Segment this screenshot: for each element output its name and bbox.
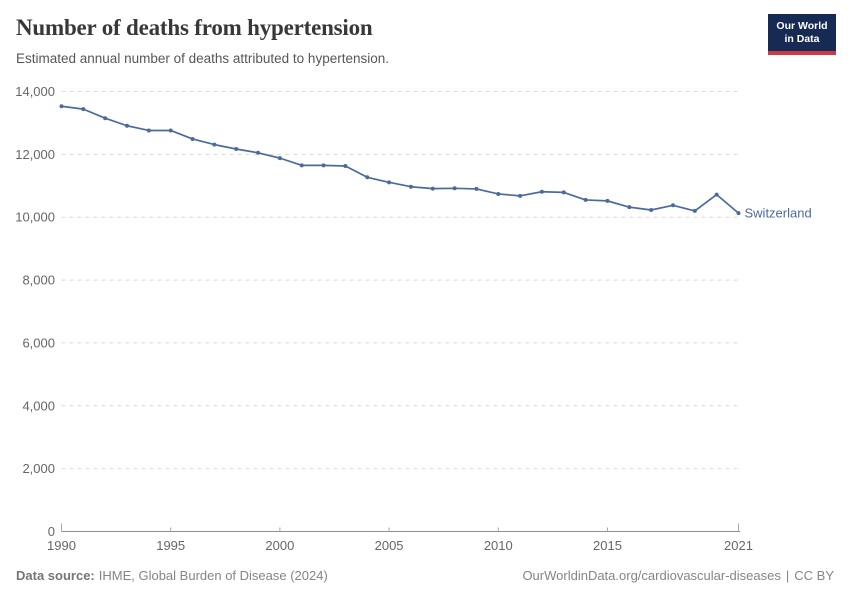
data-point: [387, 180, 392, 185]
data-point: [561, 190, 566, 195]
data-point: [736, 211, 741, 216]
data-point: [125, 123, 130, 128]
data-point: [518, 193, 523, 198]
x-axis-tick-label: 2021: [724, 538, 753, 553]
x-axis-tick-label: 2015: [593, 538, 622, 553]
x-axis-tick-label: 2005: [375, 538, 404, 553]
data-point: [168, 128, 173, 133]
data-point: [496, 191, 501, 196]
logo-line2: in Data: [784, 33, 820, 45]
chart-subtitle: Estimated annual number of deaths attrib…: [16, 51, 389, 66]
data-point: [146, 128, 151, 133]
data-point: [474, 186, 479, 191]
data-point: [605, 198, 610, 203]
line-series: [60, 105, 740, 214]
data-point: [59, 104, 64, 109]
data-point: [649, 207, 654, 212]
y-axis-tick-label: 4,000: [22, 398, 55, 413]
data-point: [256, 150, 261, 155]
footer-links: OurWorldinData.org/cardiovascular-diseas…: [522, 568, 834, 583]
y-axis-tick-label: 0: [48, 524, 55, 539]
series-end-label: Switzerland: [745, 206, 812, 221]
footer-source: Data source: IHME, Global Burden of Disea…: [16, 568, 328, 583]
data-point: [430, 186, 435, 191]
y-axis-tick-label: 12,000: [15, 147, 55, 162]
data-point: [234, 147, 239, 152]
data-point: [408, 184, 413, 189]
logo-line1: Our World: [776, 20, 828, 32]
data-point: [365, 175, 370, 180]
data-point: [670, 203, 675, 208]
data-point: [343, 163, 348, 168]
data-point: [627, 205, 632, 210]
data-point: [81, 107, 86, 112]
y-axis-tick-label: 10,000: [15, 210, 55, 225]
data-point: [212, 142, 217, 147]
y-axis-tick-label: 6,000: [22, 335, 55, 350]
y-axis-tick-label: 14,000: [15, 84, 55, 99]
data-point: [299, 163, 304, 168]
data-point: [692, 208, 697, 213]
x-axis-tick-label: 2000: [265, 538, 294, 553]
license-separator: |: [785, 568, 790, 583]
owid-link[interactable]: OurWorldinData.org/cardiovascular-diseas…: [522, 568, 781, 583]
chart-footer: Data source: IHME, Global Burden of Disea…: [16, 568, 834, 583]
data-source-value: IHME, Global Burden of Disease (2024): [98, 568, 328, 583]
license-label: CC BY: [794, 568, 834, 583]
x-axis-tick-label: 1990: [47, 538, 76, 553]
data-source-label: Data source:: [16, 568, 95, 583]
owid-logo: Our World in Data: [768, 14, 836, 55]
y-axis-tick-label: 8,000: [22, 273, 55, 288]
data-point: [583, 197, 588, 202]
x-axis-tick-label: 1995: [156, 538, 185, 553]
data-point: [277, 156, 282, 161]
data-point: [714, 192, 719, 197]
data-point: [452, 186, 457, 191]
data-point: [103, 116, 108, 121]
data-point: [321, 163, 326, 168]
data-point: [539, 189, 544, 194]
x-axis-tick-label: 2010: [484, 538, 513, 553]
y-axis-tick-label: 2,000: [22, 461, 55, 476]
page-title: Number of deaths from hypertension: [16, 15, 373, 40]
data-point: [190, 136, 195, 141]
